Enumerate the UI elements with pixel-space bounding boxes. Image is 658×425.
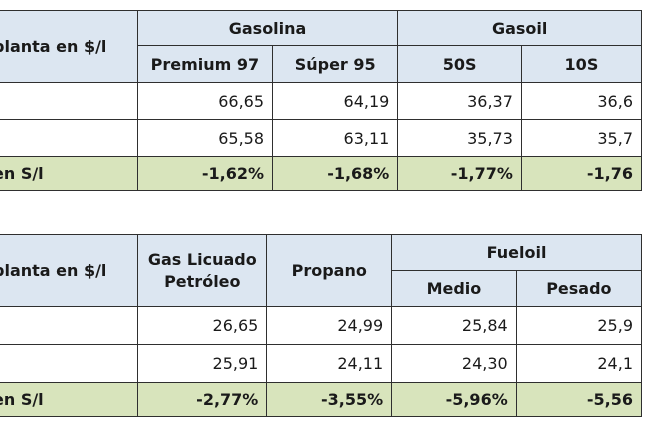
fuel-price-table-gasolina-gasoil: planta en $/l Gasolina Gasoil Premium 97…: [0, 10, 643, 191]
column-header: Súper 95: [272, 45, 399, 83]
cell: 25,9: [515, 306, 643, 345]
cell: 35,7: [520, 119, 643, 157]
cell: 24,1: [515, 344, 643, 383]
variation-label: en S/l: [0, 156, 138, 191]
variation-cell: -2,77%: [137, 382, 268, 417]
row-label: [0, 82, 138, 120]
cell: 25,84: [391, 306, 517, 345]
cell: 66,65: [136, 82, 274, 120]
column-header: 50S: [397, 45, 522, 83]
variation-cell: -1,62%: [136, 156, 274, 191]
cell: 36,6: [520, 82, 643, 120]
column-header-medio: Medio: [391, 270, 517, 307]
variation-row: en S/l -1,62% -1,68% -1,77% -1,76: [0, 156, 643, 191]
cell: 26,65: [137, 306, 268, 345]
variation-cell: -1,68%: [272, 156, 399, 191]
row-header: planta en $/l: [0, 10, 138, 83]
variation-cell: -1,77%: [397, 156, 522, 191]
cell: 36,37: [397, 82, 522, 120]
variation-cell: -1,76: [520, 156, 643, 191]
table-row: 66,65 64,19 36,37 36,6: [0, 82, 643, 120]
variation-label: en S/l: [0, 382, 139, 417]
variation-row: en S/l -2,77% -3,55% -5,96% -5,56: [0, 382, 643, 417]
table-row: 25,91 24,11 24,30 24,1: [0, 344, 643, 383]
variation-cell: -5,96%: [391, 382, 517, 417]
variation-cell: -5,56: [515, 382, 643, 417]
cell: 24,30: [391, 344, 517, 383]
group-header-gasolina: Gasolina: [136, 10, 399, 46]
table-row: 26,65 24,99 25,84 25,9: [0, 306, 643, 345]
cell: 24,99: [266, 306, 393, 345]
column-header: 10S: [520, 45, 643, 83]
row-label: [0, 344, 139, 383]
cell: 65,58: [136, 119, 274, 157]
cell: 25,91: [137, 344, 268, 383]
cell: 63,11: [272, 119, 399, 157]
column-header-glp: Gas Licuado Petróleo: [137, 234, 268, 307]
row-header: planta en $/l: [0, 234, 139, 307]
column-header-propano: Propano: [266, 234, 393, 307]
column-header-pesado: Pesado: [515, 270, 643, 307]
fuel-price-table-glp-fueloil: planta en $/l Gas Licuado Petróleo Propa…: [0, 234, 643, 417]
group-header-gasoil: Gasoil: [397, 10, 642, 46]
table-row: 65,58 63,11 35,73 35,7: [0, 119, 643, 157]
row-label: [0, 119, 138, 157]
cell: 24,11: [266, 344, 393, 383]
variation-cell: -3,55%: [266, 382, 393, 417]
row-label: [0, 306, 139, 345]
cell: 64,19: [272, 82, 399, 120]
column-header: Premium 97: [136, 45, 274, 83]
cell: 35,73: [397, 119, 522, 157]
group-header-fueloil: Fueloil: [391, 234, 642, 271]
